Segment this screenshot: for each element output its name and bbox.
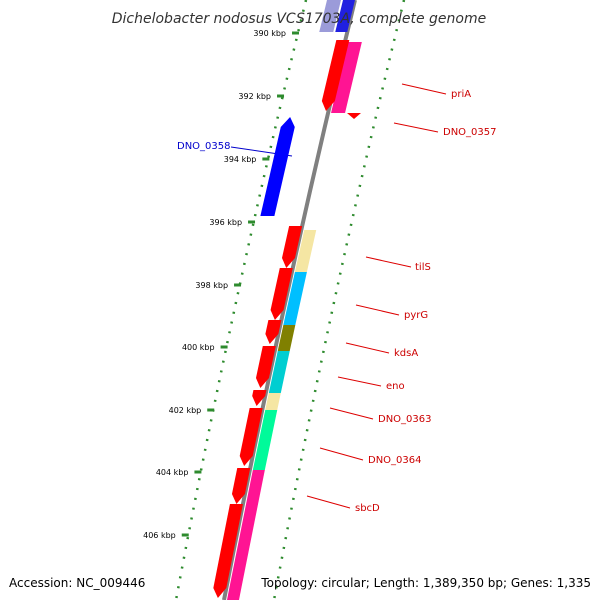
gene-block-red bbox=[265, 320, 282, 344]
leader-line bbox=[355, 304, 400, 316]
gene-block-faint bbox=[319, 0, 341, 32]
gene-block-DNO_0358 bbox=[260, 117, 295, 216]
accession-text: Accession: NC_009446 bbox=[9, 576, 145, 590]
kbp-tick-label: 396 kbp bbox=[209, 218, 242, 227]
gene-label-tils: tilS bbox=[415, 262, 431, 273]
gene-block-red bbox=[252, 390, 267, 406]
leader-line bbox=[393, 122, 439, 133]
gene-block-kdsA bbox=[277, 325, 296, 351]
gene-block-pyrG bbox=[283, 272, 307, 325]
gene-labels: priA DNO_0357 tilS pyrG kdsA eno DNO_0363 DNO_0… bbox=[177, 89, 497, 514]
gene-label-eno: eno bbox=[386, 381, 405, 392]
gene-block-DNO_0364 bbox=[252, 410, 278, 470]
kbp-tick-label: 400 kbp bbox=[182, 343, 215, 352]
gene-block-sbcD bbox=[228, 470, 265, 590]
gene-label-dno_0358: DNO_0358 bbox=[177, 141, 231, 152]
gene-label-pria: priA bbox=[451, 89, 471, 100]
leader-line bbox=[365, 256, 412, 268]
kbp-tick-label: 406 kbp bbox=[143, 531, 176, 540]
kbp-tick-label: 404 kbp bbox=[156, 468, 189, 477]
gene-label-sbcd: sbcD bbox=[355, 503, 380, 514]
leader-line bbox=[306, 495, 351, 509]
gene-block-DNO_0363 bbox=[265, 393, 281, 410]
gene-features bbox=[213, 0, 362, 600]
genome-summary-text: Topology: circular; Length: 1,389,350 bp… bbox=[260, 576, 591, 590]
gene-block-tilS bbox=[294, 230, 317, 272]
kbp-tick-label: 394 kbp bbox=[224, 155, 257, 164]
gene-label-dno_0357: DNO_0357 bbox=[443, 127, 497, 138]
gene-block-sbcD bbox=[227, 590, 241, 600]
kbp-tick-label: 390 kbp bbox=[253, 29, 286, 38]
gene-block-priA bbox=[331, 42, 362, 113]
leader-line bbox=[345, 342, 390, 354]
kbp-tick-label: 402 kbp bbox=[169, 406, 202, 415]
gene-label-dno_0364: DNO_0364 bbox=[368, 455, 422, 466]
gene-block-red bbox=[239, 408, 263, 466]
gene-label-kdsa: kdsA bbox=[394, 348, 418, 359]
gene-block-blue-top bbox=[335, 0, 355, 32]
gene-block-eno bbox=[268, 351, 290, 393]
leader-line bbox=[319, 447, 364, 461]
gene-block-red bbox=[270, 268, 293, 320]
gene-arrowhead bbox=[347, 113, 361, 119]
gene-label-pyrg: pyrG bbox=[404, 310, 428, 321]
kbp-tick-label: 398 kbp bbox=[195, 281, 228, 290]
label-leader-lines bbox=[230, 83, 447, 509]
gene-block-red bbox=[255, 346, 276, 388]
leader-line bbox=[337, 376, 382, 387]
gene-block-red bbox=[213, 504, 243, 598]
gene-block-red bbox=[231, 468, 251, 504]
leader-line bbox=[329, 407, 374, 420]
kbp-tick-label: 392 kbp bbox=[238, 92, 271, 101]
gene-label-dno_0363: DNO_0363 bbox=[378, 414, 432, 425]
kbp-scale: 390 kbp 392 kbp 394 kbp 396 kbp 398 kbp 400 k… bbox=[143, 29, 300, 540]
map-title: Dichelobacter nodosus VCS1703A, complete… bbox=[112, 11, 486, 27]
gene-block-red bbox=[321, 40, 350, 111]
leader-line bbox=[401, 83, 447, 95]
gene-block-red bbox=[281, 226, 303, 268]
